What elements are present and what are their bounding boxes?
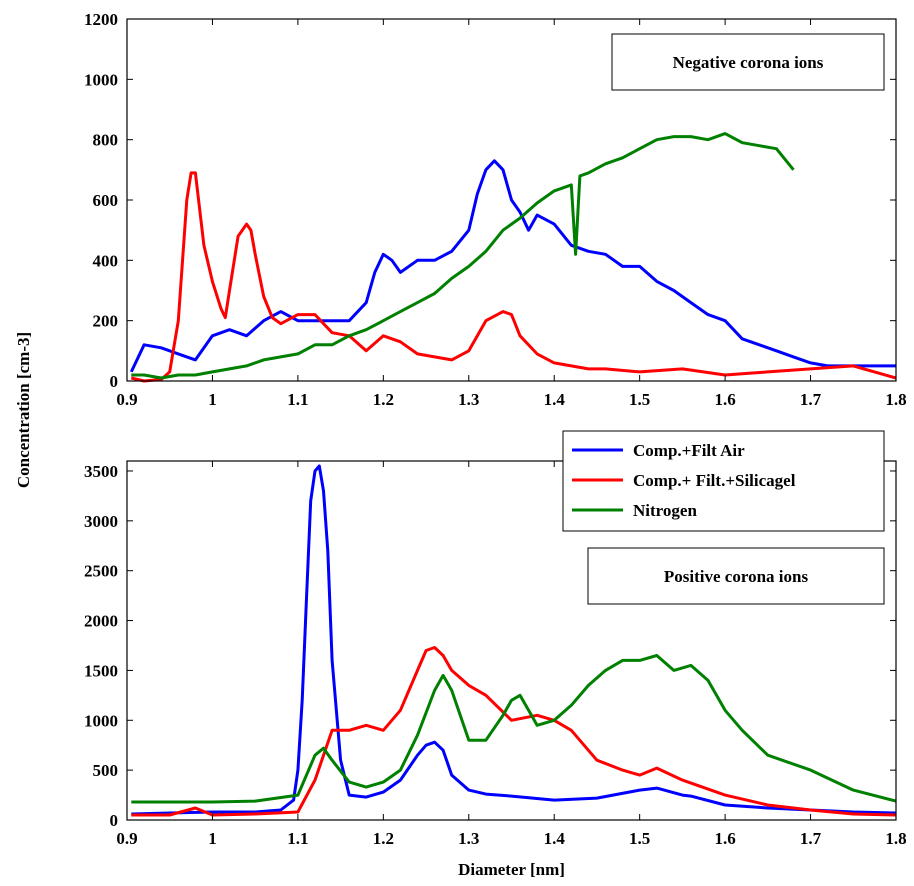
legend-box — [562, 430, 885, 532]
x-tick-label: 1.3 — [458, 829, 479, 848]
x-tick-label: 1.1 — [287, 390, 308, 409]
y-tick-label: 500 — [93, 761, 119, 780]
bottom-chart: 0.9 1 1.1 1.2 1.3 1.4 1.5 1.6 1.7 1.8 0 500 1000 1500… — [84, 460, 907, 879]
annotation-box — [611, 33, 885, 91]
y-tick-label: 1500 — [84, 661, 118, 680]
series-line-1 — [129, 159, 896, 373]
top-chart: 0.9 1 1.1 1.2 1.3 1.4 1.5 1.6 1.7 1.8 0 200 400 600 80… — [84, 10, 907, 409]
x-tick-label: 1.4 — [544, 829, 566, 848]
y-tick-label: 3000 — [84, 512, 118, 531]
y-tick-label: 0 — [110, 811, 119, 830]
legend-label-2: Comp.+ Filt.+Silicagel — [633, 471, 796, 490]
x-tick-label: 0.9 — [116, 829, 137, 848]
x-tick-label: 1.2 — [373, 390, 394, 409]
x-tick-label: 1.7 — [800, 390, 822, 409]
y-tick-label: 200 — [93, 312, 119, 331]
y-tick-label: 1200 — [84, 10, 118, 29]
x-tick-label: 1.4 — [544, 390, 566, 409]
y-tick-label: 3500 — [84, 462, 118, 481]
y-tick-label: 400 — [93, 251, 119, 270]
x-tick-label: 1 — [208, 829, 217, 848]
legend-label-1: Comp.+Filt Air — [633, 441, 745, 460]
y-tick-label: 2000 — [84, 612, 118, 631]
y-tick-label: 1000 — [84, 70, 118, 89]
series-line-2 — [131, 646, 897, 817]
legend-label-3: Nitrogen — [633, 501, 697, 520]
x-tick-label: 1.5 — [629, 390, 650, 409]
plot-frame — [126, 460, 897, 821]
series-line-3 — [131, 654, 897, 804]
y-tick-label: 0 — [110, 372, 119, 391]
annotation-text: Positive corona ions — [664, 567, 809, 586]
x-tick-label: 1.1 — [287, 829, 308, 848]
x-tick-label: 1.5 — [629, 829, 650, 848]
series-line-3 — [131, 132, 795, 380]
x-tick-label: 1.8 — [885, 390, 906, 409]
y-tick-label: 2500 — [84, 562, 118, 581]
x-tick-label: 1.2 — [373, 829, 394, 848]
x-tick-label: 1.6 — [714, 829, 735, 848]
x-tick-label: 0.9 — [116, 390, 137, 409]
y-tick-label: 1000 — [84, 711, 118, 730]
y-tick-label: 600 — [93, 191, 119, 210]
annotation-text: Negative corona ions — [673, 53, 824, 72]
x-axis-label: Diameter [nm] — [458, 860, 565, 879]
annotation-box — [587, 547, 885, 605]
y-tick-label: 800 — [93, 131, 119, 150]
series-group — [131, 464, 897, 817]
series-group — [129, 132, 897, 383]
legend: Comp.+Filt Air Comp.+ Filt.+Silicagel Nitr… — [562, 430, 885, 532]
x-tick-label: 1.8 — [885, 829, 906, 848]
series-line-1 — [131, 464, 897, 816]
x-tick-label: 1.7 — [800, 829, 822, 848]
x-tick-label: 1.3 — [458, 390, 479, 409]
x-tick-label: 1 — [208, 390, 217, 409]
x-tick-label: 1.6 — [714, 390, 735, 409]
y-axis-label: Concentration [cm-3] — [14, 332, 33, 488]
